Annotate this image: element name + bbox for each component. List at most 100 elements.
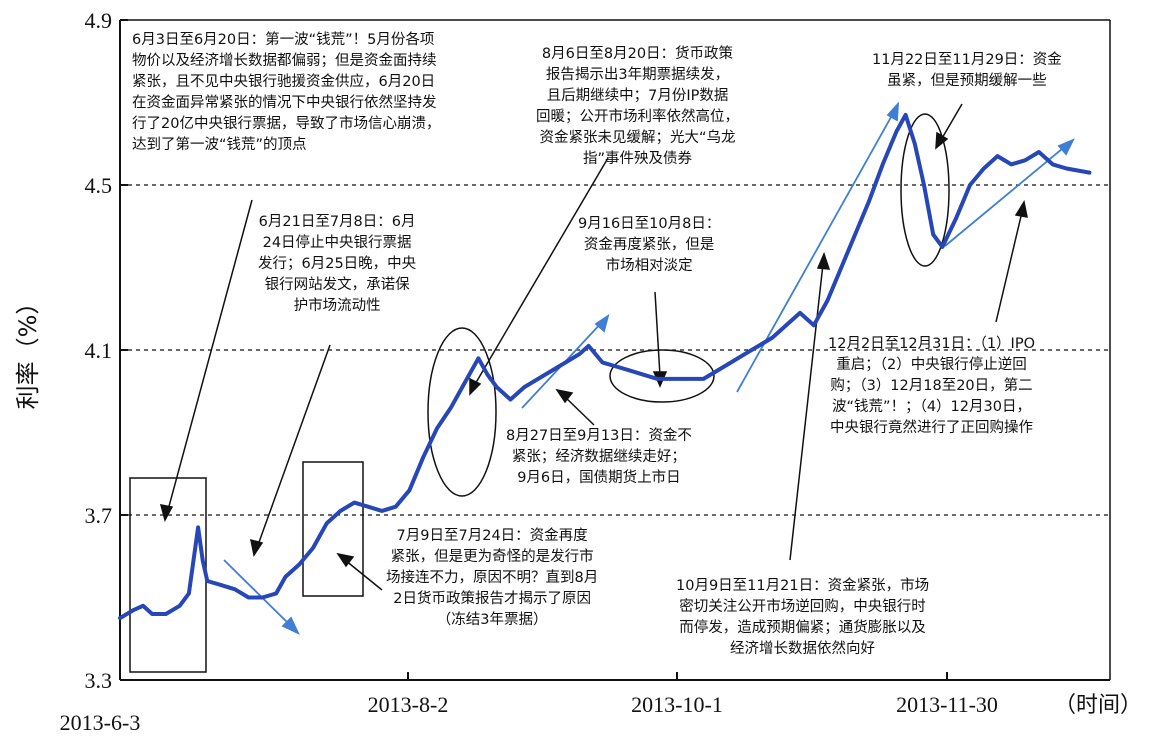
reference-lines xyxy=(120,184,1110,516)
annotation-line: 而停发，造成预期偏紧；通货膨胀以及 xyxy=(679,620,926,636)
data-point xyxy=(655,377,660,381)
data-point xyxy=(881,162,885,166)
x-axis-label: （时间） xyxy=(1054,693,1142,718)
y-tick-label: 3.3 xyxy=(85,668,113,693)
data-point xyxy=(196,525,200,530)
y-tick-label: 3.7 xyxy=(85,503,113,528)
y-tick-label: 4.5 xyxy=(85,173,113,198)
data-point xyxy=(550,369,554,373)
data-point xyxy=(274,591,278,596)
pointer-arrows xyxy=(159,103,1028,591)
data-point xyxy=(931,232,935,237)
pointer-arrow xyxy=(473,157,609,387)
y-tick-label: 4.1 xyxy=(85,338,113,363)
annotation-line: 行了20亿中央银行票据，导致了市场信心崩溃， xyxy=(132,116,441,132)
annotation-line: 9月16日至10月8日： xyxy=(578,216,721,232)
annotation-line: 指”事件殃及债券 xyxy=(582,151,692,167)
annotation-line: 报告揭示出3年期票据续发， xyxy=(545,67,730,83)
data-point xyxy=(449,406,453,410)
annotation-line: 护市场流动性 xyxy=(293,298,381,314)
data-point xyxy=(508,397,513,402)
annotation-line: 且后期继续中；7月份IP数据 xyxy=(546,88,729,104)
trend-arrowhead xyxy=(281,616,300,635)
data-point xyxy=(338,509,343,513)
data-point xyxy=(260,595,264,600)
annotation-line: 波“钱荒”！；（4）12月30日， xyxy=(832,399,1031,415)
data-point xyxy=(141,604,145,608)
pointer-arrow xyxy=(995,211,1023,323)
data-point xyxy=(1051,162,1055,166)
data-point xyxy=(1087,171,1091,175)
data-point xyxy=(407,488,411,492)
data-point xyxy=(587,344,591,348)
highlight-box xyxy=(302,461,364,597)
annotation-line: 7月9日至7月24日：资金再度 xyxy=(396,528,588,544)
data-point xyxy=(486,373,490,377)
y-tick-label: 4.9 xyxy=(85,8,113,33)
highlight-ellipse xyxy=(427,327,497,497)
data-point xyxy=(600,360,605,364)
y-ticks: 3.3 3.7 4.1 4.5 4.9 xyxy=(85,8,128,693)
annotation-note: 9月16日至10月8日： 资金再度紧张，但是 市场相对淡定 xyxy=(578,214,720,277)
data-point xyxy=(219,583,223,587)
pointer-arrowhead xyxy=(555,388,574,404)
annotation-line: 虽紧，但是预期缓解一些 xyxy=(887,73,1047,89)
x-tick-label: 2013-11-30 xyxy=(896,692,998,717)
pointer-arrow xyxy=(654,291,661,377)
data-point xyxy=(366,505,370,509)
annotation-line: 银行网站发文，承诺保 xyxy=(264,277,410,293)
pointer-arrowhead xyxy=(336,552,355,568)
data-point xyxy=(798,311,802,315)
trend-arrow xyxy=(223,559,294,629)
pointer-arrowhead xyxy=(816,251,831,270)
annotation-note: 11月22日至11月29日：资金 虽紧，但是预期缓解一些 xyxy=(872,50,1062,92)
trend-arrowhead xyxy=(594,313,610,333)
data-point xyxy=(729,360,733,364)
trend-arrowhead xyxy=(1057,138,1075,156)
highlight-ellipse xyxy=(609,349,715,403)
data-point xyxy=(283,575,287,579)
annotation-line: 达到了第一波“钱荒”的顶点 xyxy=(132,137,307,153)
annotation-line: 回暖；公开市场利率依然高位， xyxy=(536,109,739,125)
data-point xyxy=(968,183,972,187)
data-point xyxy=(628,369,632,373)
data-point xyxy=(380,509,384,513)
data-point xyxy=(853,232,857,237)
pointer-arrowhead xyxy=(469,377,482,396)
y-axis-label: 利率（%） xyxy=(14,291,42,410)
annotation-line: 资金紧张未见缓解；光大“乌龙 xyxy=(539,130,736,146)
data-point xyxy=(536,377,540,381)
data-point xyxy=(118,616,122,620)
series-line xyxy=(118,112,1092,621)
data-point xyxy=(352,501,356,505)
data-point xyxy=(495,385,499,389)
data-point xyxy=(669,377,673,381)
annotation-line: 市场相对淡定 xyxy=(605,258,693,274)
annotation-line: 6月21日至7月8日：6月 xyxy=(258,214,416,230)
trend-arrowhead xyxy=(886,101,900,122)
data-point xyxy=(743,352,747,356)
data-point xyxy=(325,521,329,525)
data-point xyxy=(577,352,582,356)
pointer-arrow xyxy=(344,559,383,591)
data-point xyxy=(839,265,843,270)
data-point xyxy=(564,360,568,364)
annotation-note: 12月2日至12月31日：（1）IPO 重启；（2）中央银行停止逆回 购；（3）12… xyxy=(828,334,1035,439)
data-point xyxy=(894,129,899,133)
data-point xyxy=(1023,158,1027,162)
pointer-arrow xyxy=(940,103,963,141)
x-tick-label: 2013-8-2 xyxy=(368,692,449,717)
annotation-line: 重启；（2）中央银行停止逆回 xyxy=(836,357,1027,373)
annotation-line: 场接连不力，原因不明？直到8月 xyxy=(386,570,599,586)
pointer-arrowhead xyxy=(935,131,949,150)
data-point xyxy=(784,323,788,327)
pointer-arrowhead xyxy=(250,538,264,557)
annotation-line: 资金再度紧张，但是 xyxy=(583,237,715,253)
pointer-arrow xyxy=(789,263,824,561)
annotation-note: 7月9日至7月24日：资金再度 紧张，但是更为奇怪的是发行市 场接连不力，原因不明？… xyxy=(386,526,598,631)
data-point xyxy=(1009,162,1013,166)
data-point xyxy=(642,373,646,377)
x-tick-label: 2013-10-1 xyxy=(631,692,723,717)
pointer-arrowhead xyxy=(159,504,174,523)
data-point xyxy=(205,579,209,583)
